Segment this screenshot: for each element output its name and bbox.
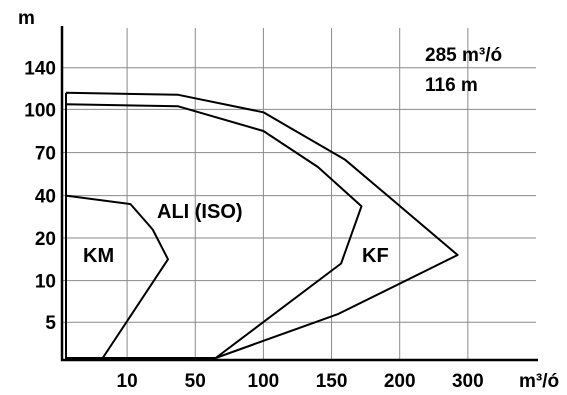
grid [62,28,536,360]
y-tick-label: 20 [35,229,56,250]
region-label-km: KM [83,245,114,267]
x-tick-label: 10 [117,371,138,392]
y-tick-label: 100 [24,100,56,121]
x-tick-label: 100 [248,371,280,392]
y-tick-label: 10 [35,272,56,293]
y-tick-label: 70 [35,144,56,165]
x-tick-label: 200 [384,371,416,392]
x-tick-label: 150 [316,371,348,392]
x-axis-label: m³/ó [519,371,559,392]
axes [60,26,538,362]
region-outline-ali-iso [65,103,363,359]
tick-labels: 10 50 100 150 200 300 5 10 20 40 70 100 140 [24,59,483,392]
region-label-ali-iso: ALI (ISO) [157,201,243,223]
region-label-kf: KF [362,245,389,267]
annotation-head: 116 m [425,75,478,96]
x-tick-label: 50 [185,371,206,392]
region-outline-kf [65,91,459,359]
y-tick-label: 140 [24,59,56,80]
y-axis-label: m [18,8,35,29]
region-outline-km [65,194,169,359]
annotation-flow: 285 m³/ó [425,45,502,66]
y-tick-label: 5 [45,313,56,334]
y-tick-label: 40 [35,187,56,208]
performance-curves [65,91,459,359]
x-tick-label: 300 [452,371,484,392]
